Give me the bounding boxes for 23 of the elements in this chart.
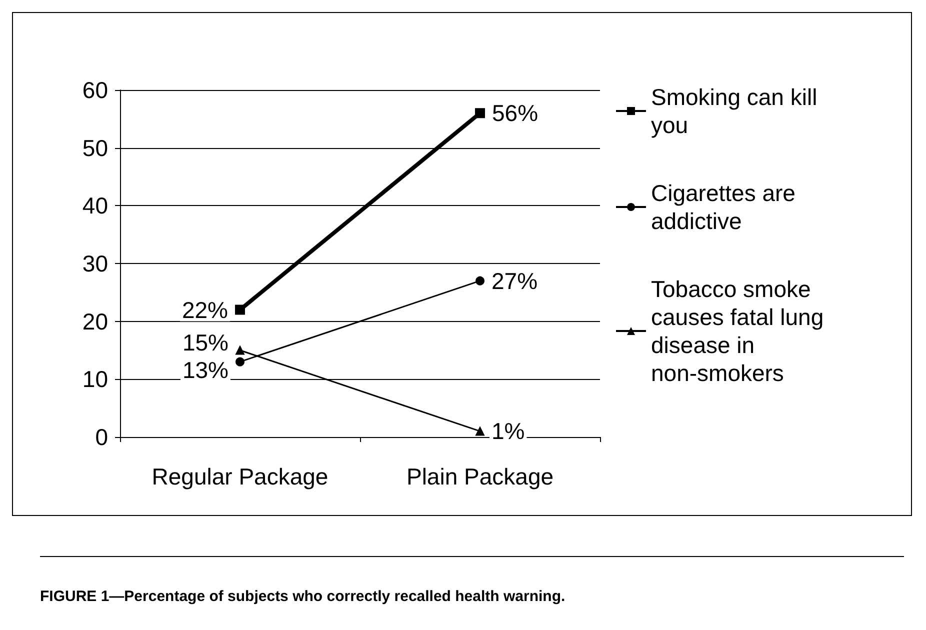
data-label: 13% [182, 356, 228, 383]
y-tick-label: 20 [82, 308, 108, 334]
x-tick-label: Regular Package [152, 464, 328, 490]
data-label: 22% [182, 296, 228, 323]
legend-label: Tobacco smoke causes fatal lung disease in non-smokers [651, 276, 830, 386]
y-tick-label: 50 [82, 134, 108, 161]
data-label: 56% [492, 100, 538, 126]
y-tick-label: 30 [82, 250, 108, 276]
legend-label: Cigarettes are addictive [651, 180, 802, 234]
text: FIGURE 1—Percentage of subjects who correctly recalled health warning. [40, 588, 566, 605]
x-tick-label: Plain Package [406, 464, 554, 490]
y-tick-label: 0 [95, 424, 108, 450]
point [236, 357, 244, 366]
point [476, 276, 484, 286]
y-tick-label: 40 [82, 192, 108, 219]
data-label: 15% [182, 329, 228, 356]
data-label: 1% [492, 418, 525, 444]
legend-label: Smoking can kill you [651, 84, 824, 138]
point [475, 108, 485, 118]
data-label: 27% [492, 268, 538, 294]
point [235, 304, 245, 315]
y-tick-label: 10 [82, 366, 108, 392]
y-tick-label: 60 [82, 77, 108, 103]
